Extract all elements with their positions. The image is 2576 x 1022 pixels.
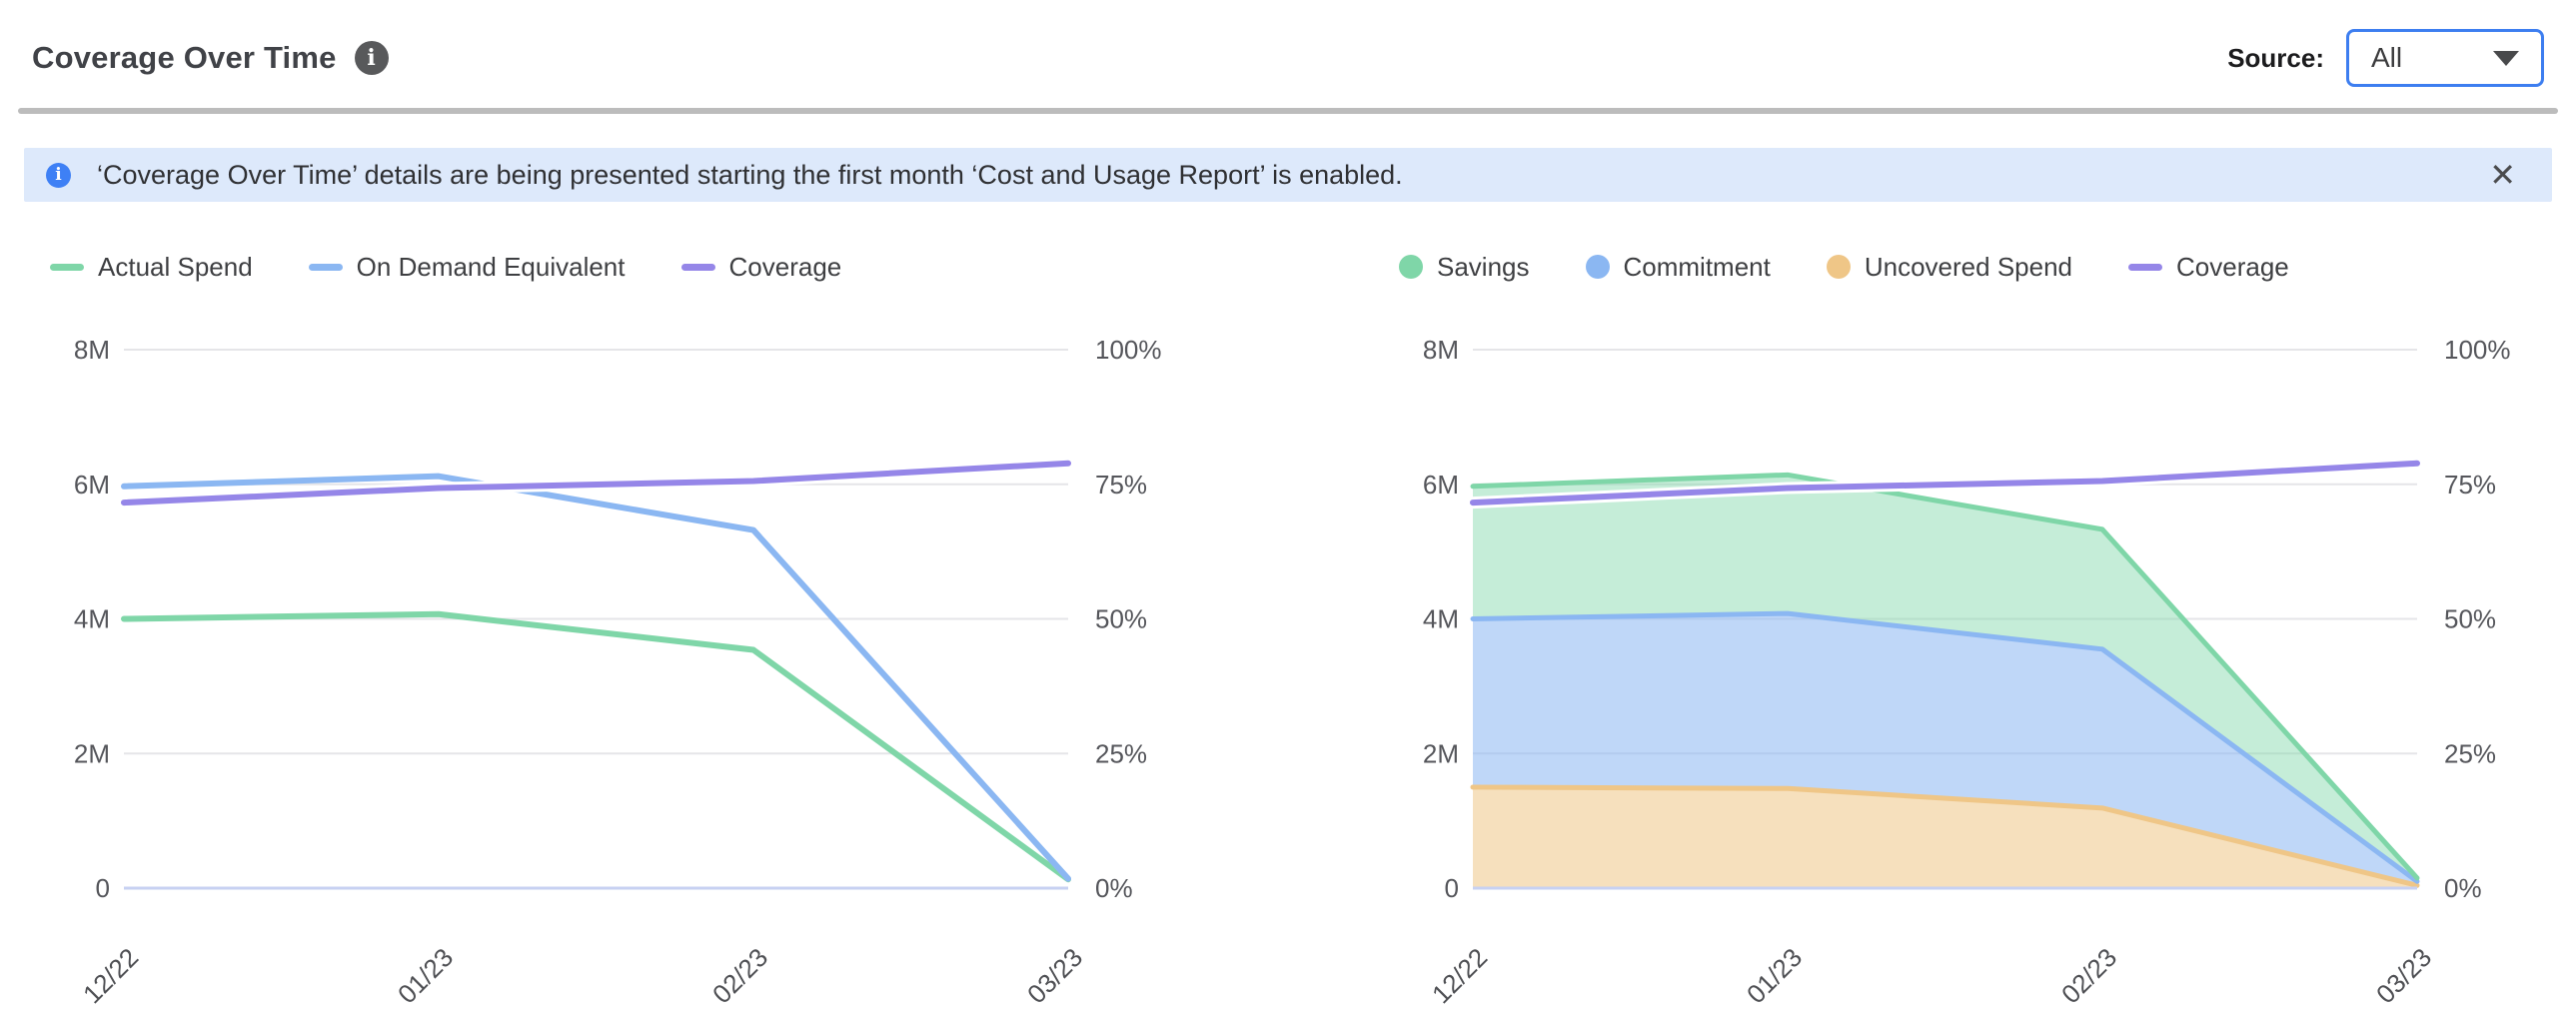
y-axis-right-tick: 100%: [1095, 335, 1162, 365]
legend-line-icon: [2128, 263, 2162, 271]
source-dropdown-value: All: [2371, 42, 2403, 73]
y-axis-left-tick: 8M: [1423, 335, 1459, 365]
y-axis-right-tick: 25%: [1095, 738, 1147, 768]
legend-item-savings[interactable]: Savings: [1399, 252, 1530, 283]
header-divider: [18, 108, 2558, 114]
y-axis-right-tick: 75%: [2444, 470, 2496, 500]
legend-line-icon: [50, 263, 84, 271]
y-axis-left-tick: 2M: [1423, 738, 1459, 768]
legend-item-actual-spend[interactable]: Actual Spend: [50, 252, 253, 283]
close-icon[interactable]: ✕: [2489, 157, 2516, 193]
header-right: Source: All: [2227, 29, 2544, 87]
legend-dot-icon: [1826, 255, 1851, 279]
x-axis-tick: 12/22: [77, 942, 144, 1009]
source-dropdown[interactable]: All: [2346, 29, 2544, 87]
y-axis-right-tick: 25%: [2444, 738, 2496, 768]
y-axis-right-tick: 75%: [1095, 470, 1147, 500]
y-axis-left-tick: 4M: [1423, 604, 1459, 634]
legend-line-icon: [308, 263, 343, 271]
legend-dot-icon: [1585, 255, 1610, 279]
page-title: Coverage Over Time: [32, 40, 337, 75]
y-axis-left-tick: 0: [1445, 873, 1459, 903]
spend-vs-ondemand-line-chart[interactable]: 0 2M 4M 6M 8M 0% 25% 50% 75% 100% 12/22 01/23 02/23 0…: [24, 312, 1203, 1017]
y-axis-left-tick: 2M: [74, 738, 110, 768]
legend-label: Uncovered Spend: [1864, 251, 2072, 282]
x-axis-tick: 01/23: [1741, 942, 1808, 1009]
y-axis-left-tick: 8M: [74, 335, 110, 365]
x-axis-tick: 01/23: [392, 942, 459, 1009]
legend-item-coverage[interactable]: Coverage: [2128, 252, 2289, 283]
y-axis-right-tick: 0%: [2444, 873, 2482, 903]
y-axis-left-tick: 4M: [74, 604, 110, 634]
legend-item-coverage[interactable]: Coverage: [680, 251, 842, 283]
legend-label: Coverage: [728, 251, 842, 282]
coverage-area-chart-panel: Savings Commitment Uncovered Spend Coverage…: [1373, 244, 2552, 1022]
y-axis-right-tick: 0%: [1095, 873, 1133, 903]
legend-label: Coverage: [2176, 251, 2289, 282]
x-axis-tick: 03/23: [1021, 942, 1088, 1009]
legend-label: Savings: [1437, 251, 1530, 282]
savings-commitment-stacked-area-chart[interactable]: 0 2M 4M 6M 8M 0% 25% 50% 75% 100% 12/22 01/23 02/23 0…: [1373, 312, 2552, 1017]
legend-item-on-demand-equivalent[interactable]: On Demand Equivalent: [308, 251, 626, 283]
spend-line-chart-panel: Actual Spend On Demand Equivalent Coverage…: [24, 244, 1203, 1022]
source-label: Source:: [2227, 42, 2324, 73]
header: Coverage Over Time i Source: All: [0, 0, 2576, 94]
legend-label: On Demand Equivalent: [356, 251, 626, 282]
info-banner: i ‘Coverage Over Time’ details are being…: [24, 148, 2552, 202]
legend-label: Actual Spend: [98, 251, 253, 282]
legend-line-icon: [680, 263, 715, 271]
banner-text: ‘Coverage Over Time’ details are being p…: [97, 159, 1403, 190]
y-axis-right-tick: 100%: [2444, 335, 2511, 365]
y-axis-right-tick: 50%: [2444, 604, 2496, 634]
banner-info-icon: i: [46, 162, 71, 188]
x-axis-tick: 03/23: [2370, 942, 2437, 1009]
x-axis-tick: 02/23: [2055, 942, 2122, 1009]
line-chart-legend: Actual Spend On Demand Equivalent Coverage: [50, 244, 1203, 290]
legend-dot-icon: [1399, 255, 1423, 279]
legend-label: Commitment: [1623, 251, 1771, 282]
charts-row: Actual Spend On Demand Equivalent Coverage…: [0, 244, 2576, 1022]
header-left: Coverage Over Time i: [32, 40, 389, 76]
y-axis-left-tick: 0: [96, 873, 110, 903]
chevron-down-icon: [2493, 50, 2519, 66]
y-axis-left-tick: 6M: [74, 470, 110, 500]
legend-item-commitment[interactable]: Commitment: [1585, 251, 1771, 283]
y-axis-right-tick: 50%: [1095, 604, 1147, 634]
info-icon[interactable]: i: [354, 41, 389, 75]
x-axis-tick: 02/23: [706, 942, 773, 1009]
area-chart-legend: Savings Commitment Uncovered Spend Coverage: [1399, 244, 2552, 290]
x-axis-tick: 12/22: [1426, 942, 1493, 1009]
legend-item-uncovered-spend[interactable]: Uncovered Spend: [1826, 251, 2072, 283]
y-axis-left-tick: 6M: [1423, 470, 1459, 500]
